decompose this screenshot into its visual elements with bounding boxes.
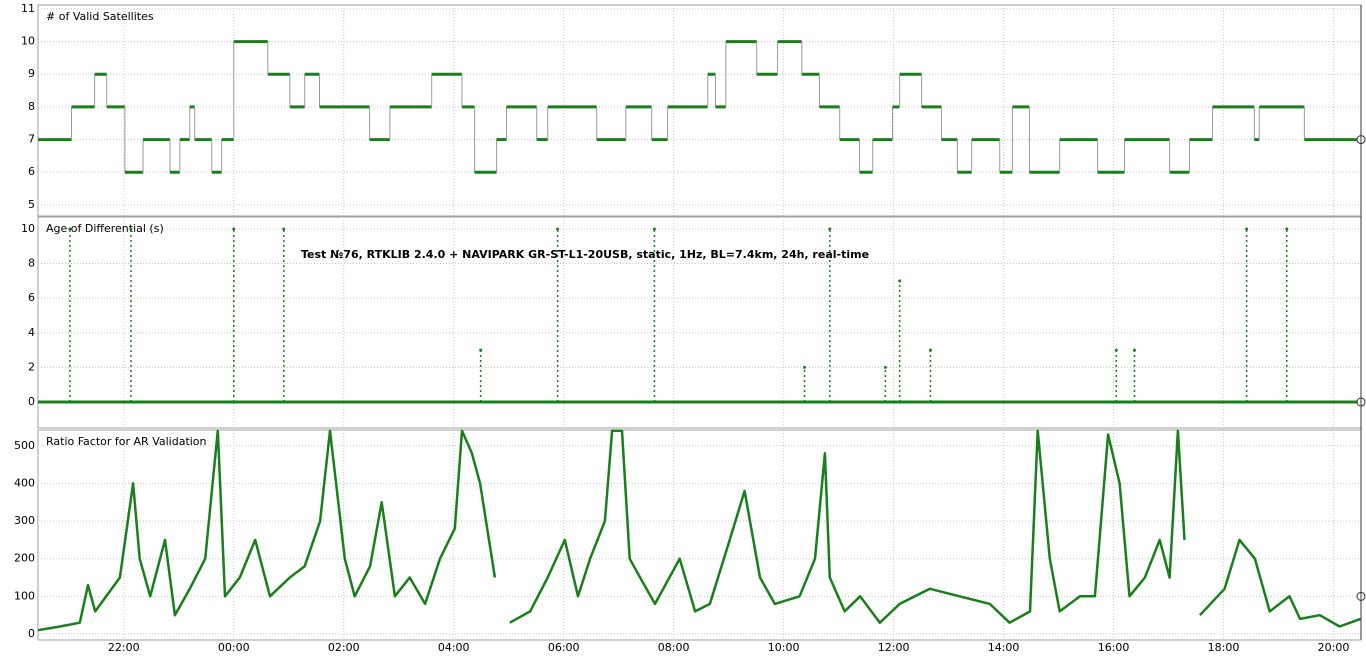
x-tick-label: 00:00 [218, 641, 250, 654]
x-tick-label: 06:00 [548, 641, 580, 654]
y-tick-label: 5 [28, 198, 35, 211]
y-tick-label: 2 [28, 360, 35, 373]
spike-top [828, 227, 832, 231]
x-tick-label: 20:00 [1318, 641, 1350, 654]
x-tick-label: 04:00 [438, 641, 470, 654]
spike-top [1285, 227, 1289, 231]
y-tick-label: 100 [14, 589, 35, 602]
y-tick-label: 6 [28, 165, 35, 178]
spike-top [129, 227, 133, 231]
panel-title: Age of Differential (s) [46, 222, 164, 235]
y-tick-label: 400 [14, 476, 35, 489]
x-tick-label: 22:00 [108, 641, 140, 654]
y-tick-label: 500 [14, 439, 35, 452]
x-tick-label: 18:00 [1208, 641, 1240, 654]
spike-top [1132, 348, 1136, 352]
spike-top [898, 279, 902, 283]
y-tick-label: 11 [21, 2, 35, 15]
spike-top [1245, 227, 1249, 231]
y-tick-label: 10 [21, 222, 35, 235]
y-tick-label: 8 [28, 257, 35, 270]
y-tick-label: 0 [28, 395, 35, 408]
x-tick-label: 08:00 [658, 641, 690, 654]
spike-top [479, 348, 483, 352]
panel-title: Ratio Factor for AR Validation [46, 435, 207, 448]
panel-title: # of Valid Satellites [46, 10, 154, 23]
x-tick-label: 14:00 [988, 641, 1020, 654]
spike-top [282, 227, 286, 231]
spike-top [928, 348, 932, 352]
y-tick-label: 8 [28, 100, 35, 113]
spike-top [232, 227, 236, 231]
ratio-line [37, 429, 1361, 632]
y-tick-label: 200 [14, 552, 35, 565]
annotation: Test №76, RTKLIB 2.4.0 + NAVIPARK GR-ST-… [301, 248, 869, 261]
x-tick-label: 10:00 [768, 641, 800, 654]
y-tick-label: 10 [21, 35, 35, 48]
y-tick-label: 300 [14, 514, 35, 527]
spike-top [556, 227, 560, 231]
spike-top [883, 365, 887, 369]
spike-top [1114, 348, 1118, 352]
x-tick-label: 02:00 [328, 641, 360, 654]
spike-top [652, 227, 656, 231]
x-tick-label: 16:00 [1098, 641, 1130, 654]
y-tick-label: 0 [28, 627, 35, 640]
spike-top [803, 365, 807, 369]
y-tick-label: 6 [28, 291, 35, 304]
panel-frame [37, 4, 1362, 217]
y-tick-label: 9 [28, 67, 35, 80]
y-tick-label: 7 [28, 133, 35, 146]
x-tick-label: 12:00 [878, 641, 910, 654]
spike-top [68, 227, 72, 231]
y-tick-label: 4 [28, 326, 35, 339]
